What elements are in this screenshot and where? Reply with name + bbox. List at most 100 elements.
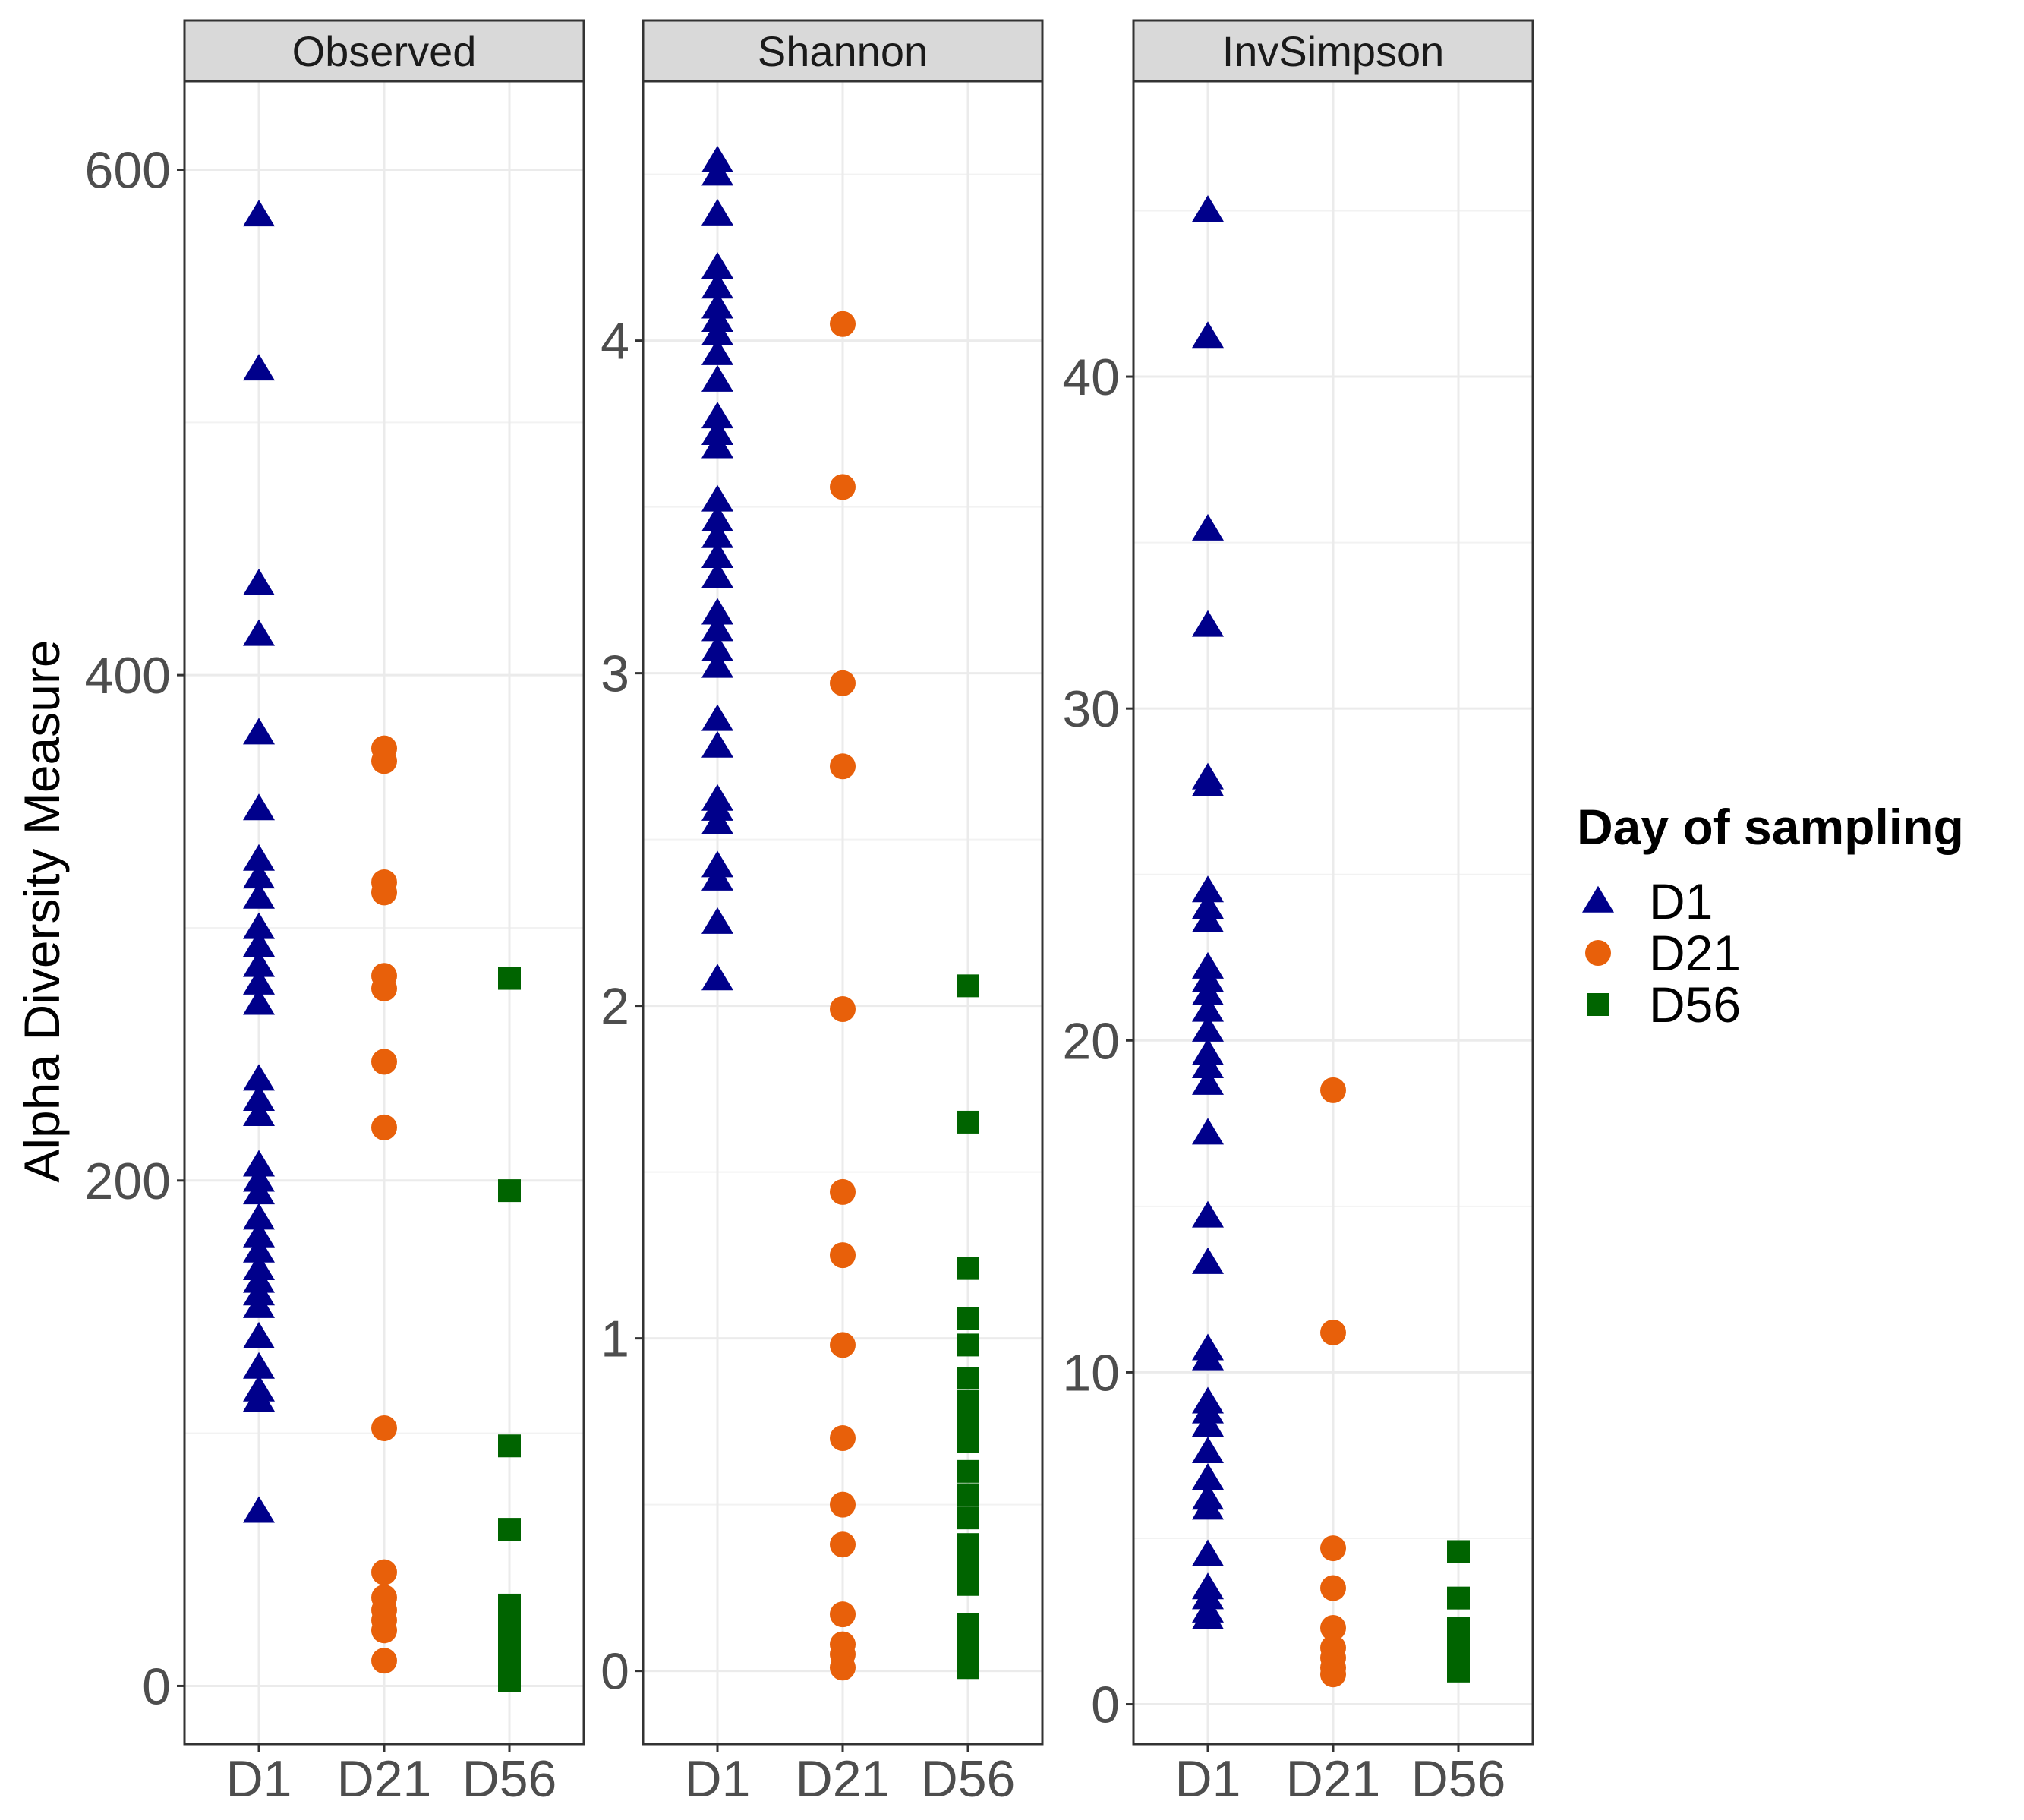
point-shannon-d1 — [701, 338, 733, 365]
point-observed-d1 — [243, 1385, 275, 1412]
point-observed-d56 — [498, 1669, 521, 1692]
point-shannon-d1 — [701, 651, 733, 678]
point-invsimpson-d1 — [1192, 195, 1224, 222]
point-invsimpson-d1 — [1192, 1410, 1224, 1437]
point-observed-d1 — [243, 354, 275, 381]
panel-shannon-xtick-label-d56: D56 — [921, 1750, 1016, 1808]
point-shannon-d21 — [830, 1601, 856, 1628]
point-invsimpson-d21 — [1320, 1077, 1346, 1103]
strip-invsimpson — [1132, 19, 1534, 83]
panel-invsimpson-ytick-label: 30 — [1062, 680, 1120, 738]
point-shannon-d1 — [701, 318, 733, 345]
point-shannon-d1 — [701, 614, 733, 642]
point-shannon-d56 — [957, 1572, 979, 1596]
point-invsimpson-d1 — [1192, 1343, 1224, 1371]
point-invsimpson-d1 — [1192, 513, 1224, 541]
point-shannon-d1 — [701, 863, 733, 891]
point-shannon-d1 — [701, 364, 733, 392]
point-shannon-d21 — [830, 1332, 856, 1358]
panel-shannon-ytick-label: 1 — [601, 1311, 629, 1368]
panel-shannon: Shannon 0 1 2 3 4 D1 D21 D56 — [601, 19, 1044, 1808]
point-shannon-d21 — [830, 753, 856, 780]
point-observed-d21 — [371, 879, 397, 906]
panel-invsimpson-ytick-label: 10 — [1062, 1344, 1120, 1402]
point-invsimpson-d1 — [1192, 1068, 1224, 1095]
panel-shannon-ytick-label: 2 — [601, 978, 629, 1036]
point-shannon-d56 — [957, 1553, 979, 1576]
legend-label-d21: D21 — [1649, 925, 1741, 981]
legend-key-d1 — [1582, 885, 1614, 913]
panel-invsimpson-ytick-label: 20 — [1062, 1012, 1120, 1070]
point-invsimpson-d56 — [1447, 1586, 1470, 1610]
legend-keys — [1582, 885, 1614, 1016]
panel-invsimpson: InvSimpson 0 10 20 30 40 D1 D21 D56 — [1062, 19, 1534, 1808]
panel-observed: Observed 0 200 400 600 D1 D21 D56 — [85, 19, 585, 1808]
point-shannon-d1 — [701, 145, 733, 172]
point-shannon-d56 — [957, 1257, 979, 1280]
point-shannon-d56 — [957, 1506, 979, 1530]
y-axis-title: Alpha Diversity Measure — [14, 639, 70, 1182]
point-shannon-d1 — [701, 159, 733, 186]
point-invsimpson-d1 — [1192, 1051, 1224, 1078]
point-invsimpson-d1 — [1192, 1462, 1224, 1490]
point-invsimpson-d1 — [1192, 995, 1224, 1022]
point-observed-d1 — [243, 718, 275, 745]
point-observed-d21 — [371, 975, 397, 1001]
point-shannon-d56 — [957, 1410, 979, 1434]
point-shannon-d1 — [701, 521, 733, 548]
point-shannon-d1 — [701, 198, 733, 226]
strip-shannon — [642, 19, 1044, 83]
point-shannon-d1 — [701, 504, 733, 531]
point-observed-d1 — [243, 1203, 275, 1230]
point-invsimpson-d1 — [1192, 1200, 1224, 1228]
point-observed-d56 — [498, 1518, 521, 1541]
point-shannon-d21 — [830, 311, 856, 337]
panel-shannon-xtick-label-d1: D1 — [685, 1750, 751, 1808]
strip-observed — [183, 19, 585, 83]
point-observed-d1 — [243, 1150, 275, 1177]
panel-shannon-ytick-label: 0 — [601, 1643, 629, 1701]
point-shannon-d21 — [830, 1531, 856, 1558]
point-shannon-d56 — [957, 1459, 979, 1483]
point-invsimpson-d1 — [1192, 875, 1224, 903]
point-observed-d1 — [243, 988, 275, 1015]
point-invsimpson-d1 — [1192, 769, 1224, 796]
point-invsimpson-d21 — [1320, 1575, 1346, 1601]
point-invsimpson-d1 — [1192, 321, 1224, 349]
point-shannon-d21 — [830, 1491, 856, 1518]
point-shannon-d21 — [830, 996, 856, 1023]
point-shannon-d21 — [830, 1654, 856, 1681]
point-shannon-d21 — [830, 474, 856, 500]
point-observed-d1 — [243, 1178, 275, 1205]
legend: Day of sampling D1 D21 D56 — [1577, 799, 1964, 1033]
point-invsimpson-d1 — [1192, 1539, 1224, 1566]
point-observed-d1 — [243, 1352, 275, 1379]
point-observed-d21 — [371, 748, 397, 774]
point-shannon-d1 — [701, 418, 733, 445]
point-shannon-d56 — [957, 974, 979, 998]
point-observed-d56 — [498, 1179, 521, 1203]
point-shannon-d56 — [957, 1656, 979, 1680]
point-observed-d56 — [498, 967, 521, 990]
point-invsimpson-d1 — [1192, 1602, 1224, 1629]
point-shannon-d56 — [957, 1613, 979, 1636]
point-invsimpson-d56 — [1447, 1659, 1470, 1683]
point-observed-d21 — [371, 1617, 397, 1644]
point-shannon-d1 — [701, 251, 733, 279]
panel-invsimpson-xtick-label-d56: D56 — [1411, 1750, 1506, 1808]
point-shannon-d1 — [701, 704, 733, 731]
panel-invsimpson-ytick-label: 40 — [1062, 349, 1120, 406]
point-shannon-d1 — [701, 431, 733, 459]
point-shannon-d56 — [957, 1367, 979, 1390]
legend-key-d21 — [1585, 940, 1611, 966]
point-shannon-d1 — [701, 561, 733, 588]
point-shannon-d56 — [957, 1389, 979, 1413]
point-observed-d1 — [243, 619, 275, 646]
point-shannon-d1 — [701, 793, 733, 821]
point-invsimpson-d1 — [1192, 905, 1224, 932]
point-shannon-d56 — [957, 1110, 979, 1134]
point-shannon-d1 — [701, 964, 733, 991]
point-shannon-d56 — [957, 1483, 979, 1506]
